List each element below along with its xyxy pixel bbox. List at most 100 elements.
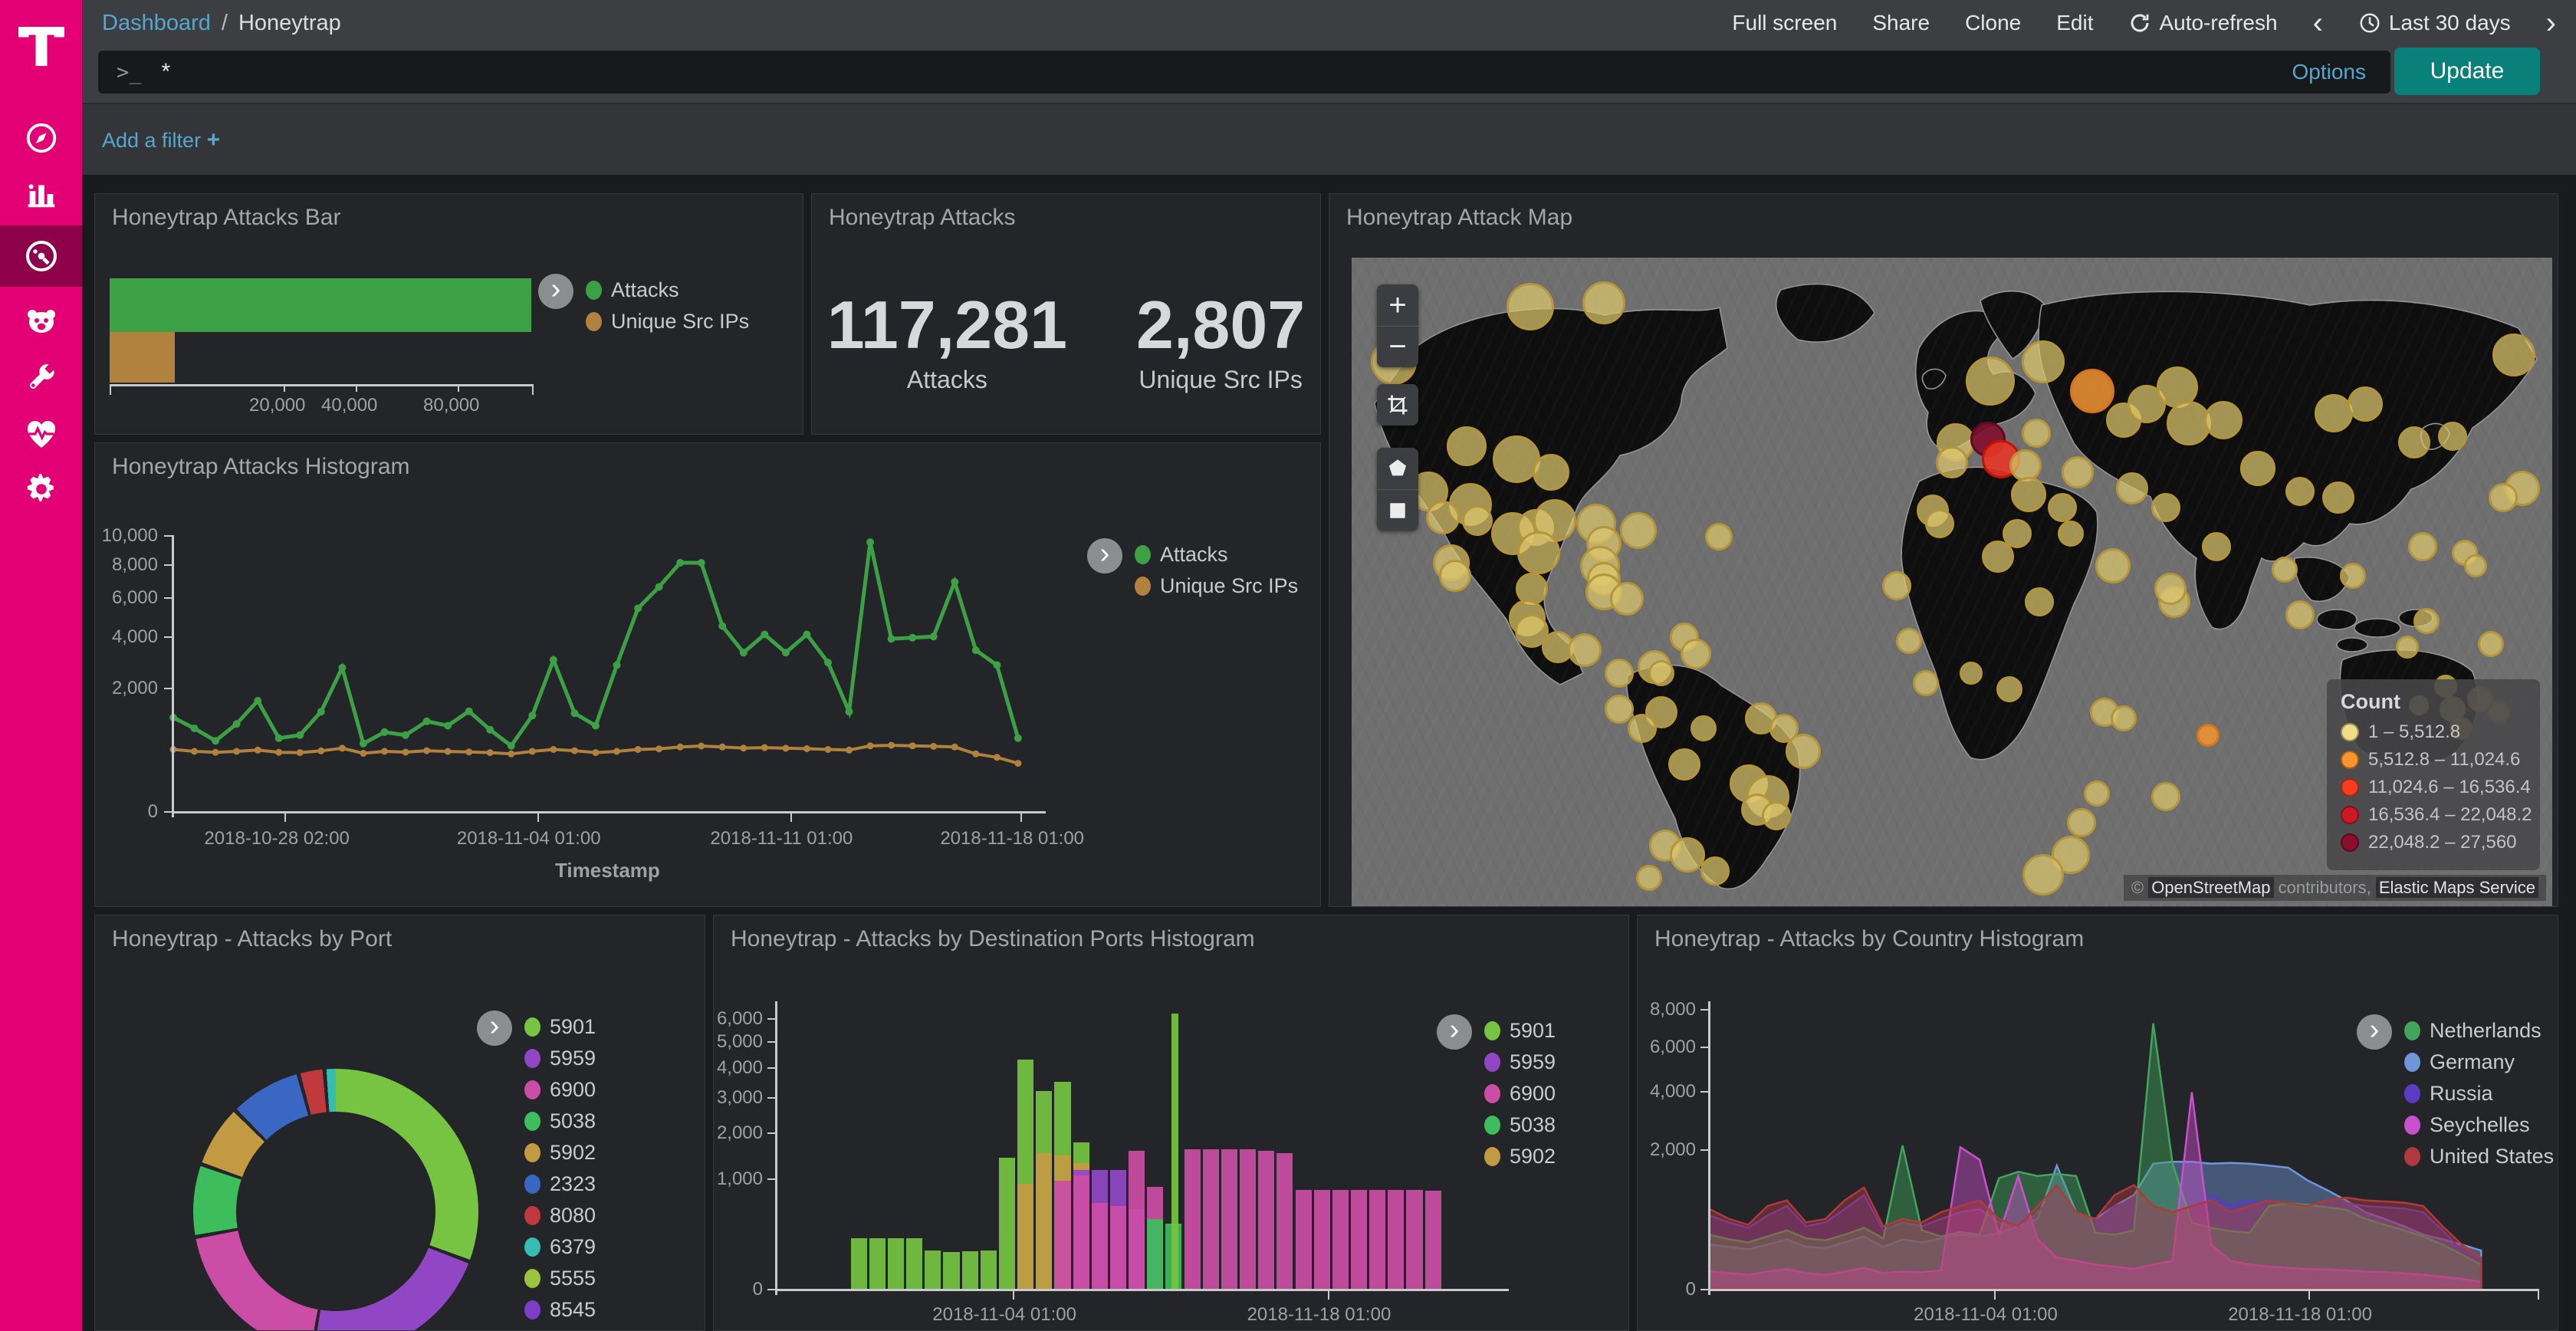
attack-bubble[interactable] — [1605, 694, 1635, 724]
attack-bubble[interactable] — [1762, 801, 1792, 831]
ems-link[interactable]: Elastic Maps Service — [2375, 877, 2538, 898]
attack-bubble[interactable] — [2407, 531, 2437, 561]
legend-toggle-chevron-icon[interactable]: › — [2357, 1014, 2392, 1050]
legend-item[interactable]: Netherlands — [2404, 1019, 2554, 1043]
histogram-bar[interactable] — [1054, 1181, 1071, 1289]
auto-refresh-button[interactable]: Auto-refresh — [2128, 11, 2278, 35]
bar-attacks[interactable] — [110, 278, 531, 332]
histogram-bar[interactable] — [888, 1237, 905, 1289]
histogram-bar[interactable] — [1406, 1190, 1423, 1289]
fullscreen-button[interactable]: Full screen — [1732, 11, 1838, 35]
attack-bubble[interactable] — [2095, 548, 2131, 584]
attack-bubble[interactable] — [1605, 659, 1635, 689]
search-input[interactable]: >_ * Options — [98, 51, 2390, 94]
attack-bubble[interactable] — [1492, 435, 1540, 483]
options-link[interactable]: Options — [2292, 60, 2367, 84]
legend-item[interactable]: 2323 — [524, 1172, 596, 1196]
attack-bubble[interactable] — [2347, 386, 2383, 422]
add-filter-link[interactable]: Add a filter + — [102, 127, 221, 153]
bar-unique-src-ips[interactable] — [110, 332, 175, 383]
dashboard-gauge-icon[interactable] — [0, 225, 82, 287]
t-logo[interactable] — [0, 11, 82, 80]
attack-bubble[interactable] — [2154, 572, 2187, 605]
devtools-wrench-icon[interactable] — [0, 349, 82, 407]
discover-compass-icon[interactable] — [0, 109, 82, 167]
attack-bubble[interactable] — [1567, 633, 1602, 668]
port-donut-chart[interactable] — [193, 1069, 478, 1330]
attack-bubble[interactable] — [1700, 856, 1730, 886]
legend-item[interactable]: 8080 — [524, 1204, 596, 1227]
attack-bubble[interactable] — [1532, 453, 1569, 491]
attack-bubble[interactable] — [2340, 563, 2367, 590]
histogram-bar[interactable] — [943, 1252, 960, 1289]
query-text[interactable]: * — [161, 59, 171, 84]
attack-bubble[interactable] — [2201, 531, 2231, 561]
histogram-bar[interactable] — [1350, 1190, 1368, 1289]
histogram-bar[interactable] — [1276, 1153, 1293, 1289]
legend-item[interactable]: Unique Src IPs — [586, 310, 749, 334]
attack-bubble[interactable] — [2067, 807, 2097, 837]
histogram-bar[interactable] — [1369, 1190, 1386, 1289]
attack-bubble[interactable] — [1517, 531, 1561, 575]
attack-bubble[interactable] — [1690, 715, 1717, 742]
attack-bubble[interactable] — [2048, 493, 2078, 523]
attack-bubble[interactable] — [2025, 587, 2055, 616]
attack-bubble[interactable] — [1681, 638, 1712, 669]
histogram-bar[interactable] — [1073, 1175, 1089, 1289]
zoom-in-button[interactable]: + — [1388, 288, 1407, 322]
legend-item[interactable]: Germany — [2404, 1050, 2554, 1074]
histogram-bar[interactable] — [906, 1237, 923, 1289]
draw-polygon-icon[interactable] — [1377, 448, 1418, 489]
attack-bubble[interactable] — [1636, 864, 1663, 891]
attack-bubble[interactable] — [2062, 455, 2095, 488]
attack-bubble[interactable] — [1426, 500, 1460, 534]
histogram-bar[interactable] — [1258, 1151, 1275, 1289]
histogram-bar[interactable] — [998, 1158, 1016, 1289]
attack-bubble[interactable] — [2285, 600, 2315, 629]
attack-bubble[interactable] — [1462, 505, 1493, 537]
attacks-bar-chart[interactable]: 20,000 40,000 80,000 — [110, 278, 534, 416]
legend-item[interactable]: 5902 — [524, 1141, 596, 1165]
attack-bubble[interactable] — [2478, 630, 2505, 657]
attack-bubble[interactable] — [1668, 748, 1700, 781]
histogram-bar[interactable] — [961, 1251, 978, 1289]
histogram-bar[interactable] — [1171, 1013, 1178, 1289]
histogram-bar[interactable] — [850, 1237, 867, 1289]
legend-item[interactable]: 5038 — [1484, 1113, 1556, 1137]
histogram-bar[interactable] — [925, 1250, 941, 1289]
attack-bubble[interactable] — [2150, 493, 2180, 523]
attack-bubble[interactable] — [2011, 477, 2047, 513]
legend-item[interactable]: 5959 — [1484, 1050, 1556, 1074]
legend-item[interactable]: Unique Src IPs — [1135, 574, 1298, 598]
monitoring-heartbeat-icon[interactable] — [0, 405, 82, 463]
histogram-bar[interactable] — [1036, 1153, 1053, 1289]
histogram-bar[interactable] — [1313, 1190, 1330, 1289]
attack-bubble[interactable] — [2271, 556, 2298, 583]
attack-bubble[interactable] — [1506, 282, 1555, 330]
attack-bubble[interactable] — [1895, 627, 1922, 654]
histogram-bar[interactable] — [1184, 1149, 1201, 1289]
legend-item[interactable]: 5901 — [1484, 1019, 1556, 1043]
legend-toggle-chevron-icon[interactable]: › — [1437, 1014, 1472, 1050]
edit-button[interactable]: Edit — [2056, 11, 2094, 35]
clone-button[interactable]: Clone — [1965, 11, 2022, 35]
attack-bubble[interactable] — [2022, 340, 2065, 383]
histogram-bar[interactable] — [1091, 1203, 1108, 1289]
attack-bubble[interactable] — [1785, 733, 1821, 769]
attack-bubble[interactable] — [2463, 554, 2487, 578]
country-chart[interactable]: 0 2,000 4,000 6,000 8,000 2018-11-04 01:… — [1650, 999, 2539, 1325]
attack-bubble[interactable] — [2070, 368, 2115, 413]
legend-toggle-chevron-icon[interactable]: › — [477, 1011, 512, 1046]
attack-bubble[interactable] — [1881, 570, 1911, 600]
attacks-histogram-chart[interactable]: 0 2,000 4,000 6,000 8,000 10,000 2018-10… — [102, 525, 1084, 882]
attack-bubble[interactable] — [1960, 662, 1983, 685]
attack-bubble[interactable] — [1670, 837, 1706, 873]
fit-bounds-crop-icon[interactable] — [1377, 384, 1418, 426]
legend-item[interactable]: 5902 — [1484, 1145, 1556, 1168]
legend-toggle-chevron-icon[interactable]: › — [538, 274, 573, 309]
app-bear-icon[interactable] — [0, 293, 82, 351]
legend-item[interactable]: Attacks — [1135, 543, 1298, 567]
histogram-bar[interactable] — [1332, 1190, 1349, 1289]
zoom-out-button[interactable]: − — [1377, 326, 1418, 367]
attack-bubble[interactable] — [1648, 660, 1675, 687]
